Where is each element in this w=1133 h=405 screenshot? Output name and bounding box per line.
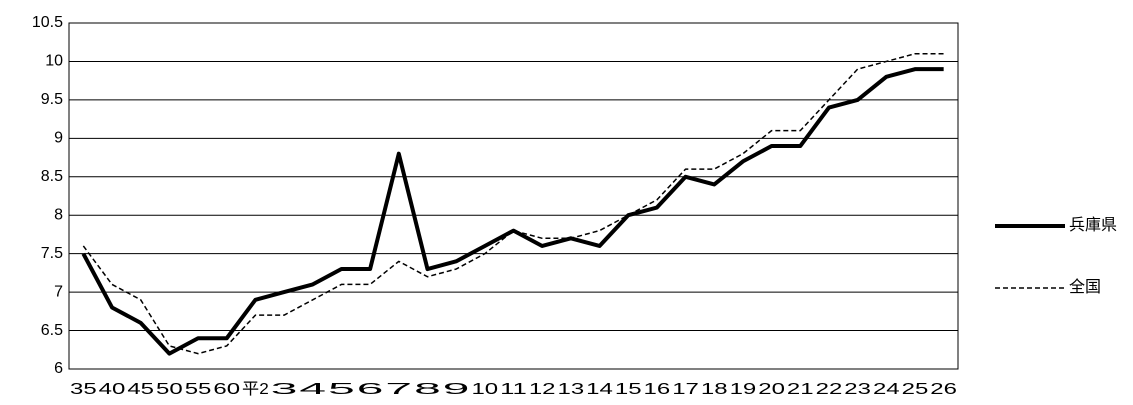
x-tick-label: 15 bbox=[615, 381, 642, 398]
x-tick-label: 3 bbox=[271, 381, 298, 398]
x-tick-label: 7 bbox=[385, 381, 412, 398]
x-tick-label: 8 bbox=[414, 381, 441, 398]
y-tick-label: 9.5 bbox=[41, 91, 63, 108]
x-tick-label: 24 bbox=[873, 381, 900, 398]
x-tick-label: 18 bbox=[701, 381, 728, 398]
x-tick-label: 55 bbox=[185, 381, 212, 398]
x-tick-label: 6 bbox=[357, 381, 384, 398]
x-tick-label: 45 bbox=[127, 381, 154, 398]
x-tick-label: 4 bbox=[299, 381, 326, 398]
series-line bbox=[82, 53, 944, 355]
x-tick-label: 13 bbox=[558, 381, 585, 398]
x-tick-label: 19 bbox=[730, 381, 757, 398]
x-tick-label: 20 bbox=[758, 381, 785, 398]
y-tick-label: 7 bbox=[54, 283, 63, 300]
series-line bbox=[81, 67, 944, 356]
x-tick-label: 5 bbox=[328, 381, 355, 398]
x-tick-label: 50 bbox=[156, 381, 183, 398]
y-tick-label: 9 bbox=[54, 130, 63, 147]
x-tick-label: 16 bbox=[644, 381, 671, 398]
x-tick-label: 9 bbox=[443, 381, 470, 398]
plot-frame bbox=[68, 22, 959, 370]
x-tick-label: 35 bbox=[70, 381, 97, 398]
x-tick-label: 23 bbox=[844, 381, 871, 398]
x-tick-label: 22 bbox=[816, 381, 843, 398]
x-tick-label: 11 bbox=[500, 381, 527, 398]
y-tick-label: 8.5 bbox=[41, 168, 63, 185]
x-tick-label: 10 bbox=[471, 381, 498, 398]
x-tick-label: 40 bbox=[99, 381, 126, 398]
y-tick-label: 8 bbox=[54, 206, 63, 223]
x-tick-label: 17 bbox=[672, 381, 699, 398]
y-tick-label: 7.5 bbox=[41, 245, 63, 262]
y-tick-label: 10.5 bbox=[32, 14, 63, 31]
x-tick-label: 21 bbox=[787, 381, 814, 398]
y-tick-label: 6 bbox=[54, 360, 63, 377]
x-tick-label: 25 bbox=[902, 381, 929, 398]
legend-label: 兵庫県 bbox=[1069, 216, 1117, 234]
y-tick-label: 10 bbox=[45, 53, 63, 70]
x-tick-label: 平2 bbox=[242, 381, 269, 398]
legend-label: 全国 bbox=[1069, 278, 1101, 296]
x-tick-label: 12 bbox=[529, 381, 556, 398]
x-tick-label: 60 bbox=[213, 381, 240, 398]
x-tick-label: 14 bbox=[586, 381, 613, 398]
y-tick-label: 6.5 bbox=[41, 322, 63, 339]
x-tick-label: 26 bbox=[930, 381, 957, 398]
